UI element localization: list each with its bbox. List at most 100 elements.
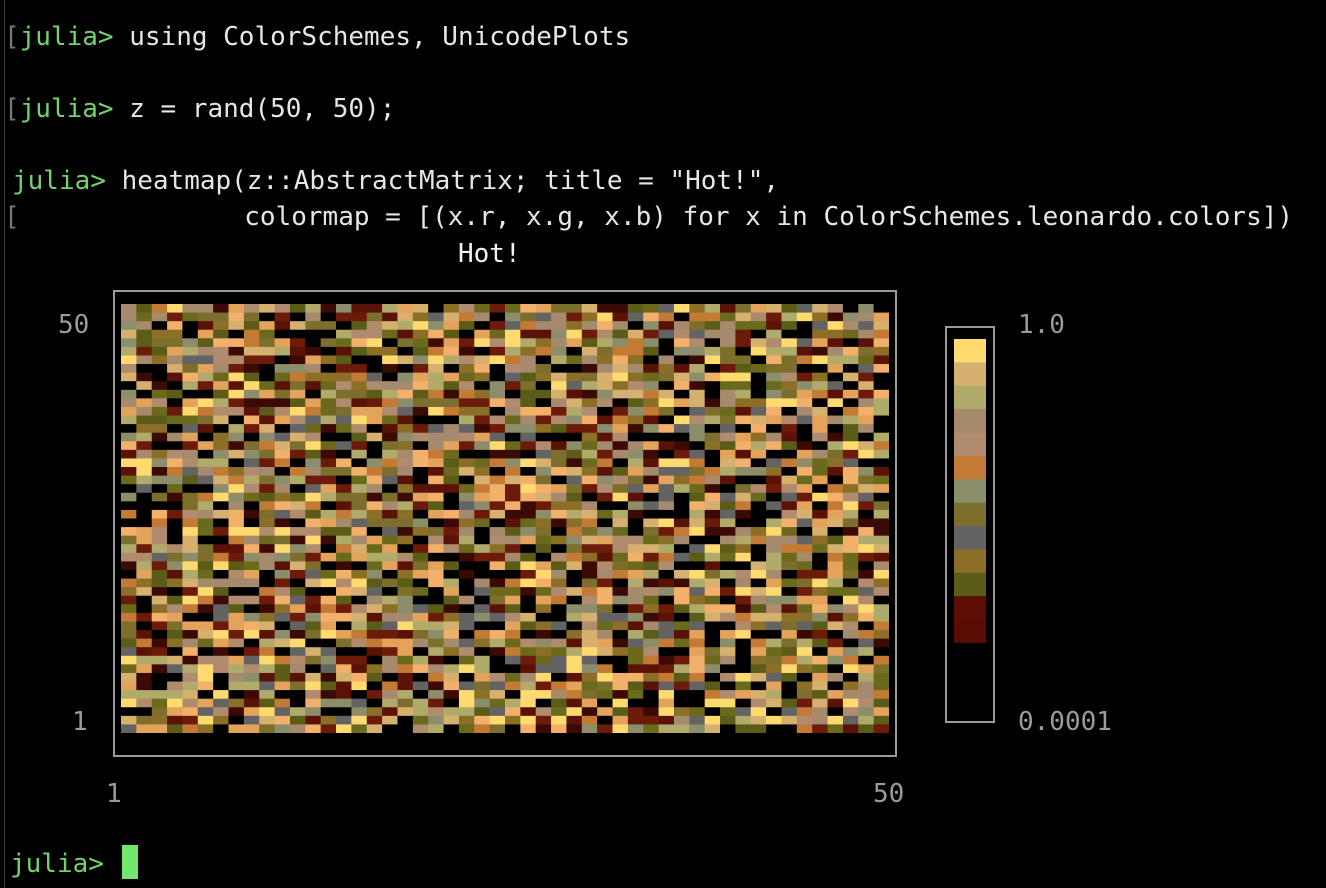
heatmap-cell xyxy=(750,389,767,399)
heatmap-cell xyxy=(658,415,675,425)
heatmap-cell xyxy=(597,389,613,399)
heatmap-cell xyxy=(597,724,613,733)
heatmap-cell xyxy=(412,449,429,459)
heatmap-cell xyxy=(289,304,306,313)
heatmap-cell xyxy=(796,630,813,640)
heatmap-cell xyxy=(796,612,813,622)
heatmap-cell xyxy=(320,707,337,717)
heatmap-cell xyxy=(228,346,245,356)
heatmap-cell xyxy=(474,381,491,391)
heatmap-cell xyxy=(351,501,368,511)
heatmap-cell xyxy=(412,372,429,382)
heatmap-cell xyxy=(213,535,229,545)
heatmap-cell xyxy=(505,569,521,579)
heatmap-cell xyxy=(873,621,889,631)
heatmap-cell xyxy=(336,441,352,451)
heatmap-cell xyxy=(351,724,368,733)
heatmap-cell xyxy=(474,424,491,434)
heatmap-cell xyxy=(566,492,583,502)
heatmap-cell xyxy=(213,569,229,579)
heatmap-cell xyxy=(474,389,491,399)
heatmap-cell xyxy=(842,604,859,614)
heatmap-cell xyxy=(458,475,475,485)
heatmap-cell xyxy=(827,561,844,571)
heatmap-cell xyxy=(827,398,844,408)
heatmap-cell xyxy=(781,492,798,502)
heatmap-cell xyxy=(858,398,875,408)
heatmap-cell xyxy=(366,346,383,356)
heatmap-cell xyxy=(443,544,460,554)
heatmap-cell xyxy=(796,681,813,691)
heatmap-cell xyxy=(382,587,398,597)
heatmap-cell xyxy=(827,569,844,579)
heatmap-cell xyxy=(382,647,398,657)
heatmap-cell xyxy=(535,664,552,674)
heatmap-cell xyxy=(750,492,767,502)
heatmap-cell xyxy=(873,707,889,717)
heatmap-cell xyxy=(320,458,337,468)
heatmap-cell xyxy=(259,338,275,348)
heatmap-cell xyxy=(643,535,659,545)
heatmap-cell xyxy=(643,321,659,331)
heatmap-cell xyxy=(136,406,153,416)
heatmap-cell xyxy=(627,441,644,451)
heatmap-cell xyxy=(382,329,398,339)
heatmap-cell xyxy=(197,724,214,733)
heatmap-cell xyxy=(259,681,275,691)
heatmap-cell xyxy=(612,612,629,622)
heatmap-cell xyxy=(228,501,245,511)
heatmap-cell xyxy=(520,484,537,494)
heatmap-cell xyxy=(520,630,537,640)
heatmap-cell xyxy=(627,509,644,519)
heatmap-cell xyxy=(766,329,782,339)
heatmap-cell xyxy=(474,346,491,356)
heatmap-cell xyxy=(535,312,552,322)
heatmap-cell xyxy=(382,544,398,554)
heatmap-cell xyxy=(182,621,199,631)
heatmap-cell xyxy=(673,406,690,416)
heatmap-cell xyxy=(842,672,859,682)
heatmap-cell xyxy=(351,527,368,537)
heatmap-cell xyxy=(274,569,291,579)
y-tick-bottom: 1 xyxy=(72,707,88,737)
heatmap-cell xyxy=(366,527,383,537)
heatmap-cell xyxy=(735,595,752,605)
heatmap-cell xyxy=(213,698,229,708)
heatmap-cell xyxy=(735,381,752,391)
heatmap-cell xyxy=(551,338,567,348)
heatmap-cell xyxy=(167,509,183,519)
heatmap-cell xyxy=(520,578,537,588)
heatmap-cell xyxy=(366,467,383,476)
heatmap-cell xyxy=(243,578,260,588)
heatmap-cell xyxy=(259,424,275,434)
heatmap-cell xyxy=(397,304,414,313)
heatmap-cell xyxy=(382,304,398,313)
heatmap-cell xyxy=(151,346,168,356)
heatmap-cell xyxy=(812,544,828,554)
heatmap-cell xyxy=(597,690,613,700)
heatmap-cell xyxy=(704,681,721,691)
heatmap-cell xyxy=(167,415,183,425)
heatmap-cell xyxy=(842,535,859,545)
heatmap-cell xyxy=(305,424,322,434)
heatmap-cell xyxy=(720,449,736,459)
heatmap-cell xyxy=(704,638,721,648)
heatmap-cell xyxy=(151,561,168,571)
heatmap-cell xyxy=(781,527,798,537)
terminal-active-line[interactable]: julia> xyxy=(10,846,120,882)
heatmap-cell xyxy=(397,501,414,511)
heatmap-cell xyxy=(228,595,245,605)
heatmap-cell xyxy=(336,707,352,717)
heatmap-cell xyxy=(750,595,767,605)
heatmap-cell xyxy=(627,587,644,597)
heatmap-cell xyxy=(336,449,352,459)
heatmap-cell xyxy=(428,424,444,434)
heatmap-cell xyxy=(520,432,537,442)
heatmap-cell xyxy=(412,664,429,674)
heatmap-cell xyxy=(397,449,414,459)
heatmap-cell xyxy=(673,681,690,691)
heatmap-cell xyxy=(121,338,137,348)
heatmap-cell xyxy=(289,338,306,348)
heatmap-cell xyxy=(397,672,414,682)
heatmap-cell xyxy=(305,535,322,545)
